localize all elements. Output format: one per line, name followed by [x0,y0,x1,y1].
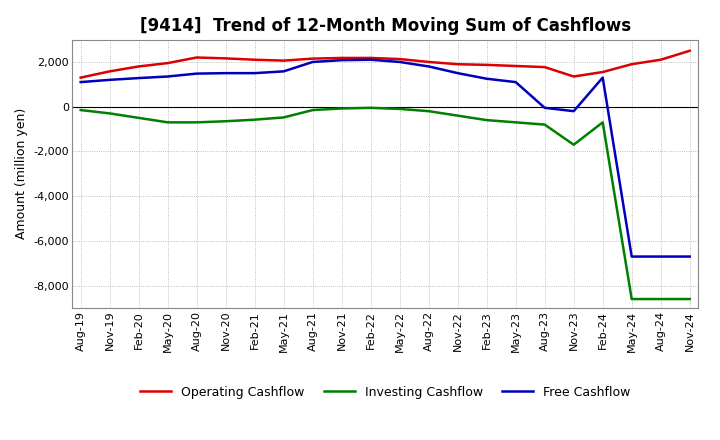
Investing Cashflow [424,109,433,114]
Operating Cashflow [251,57,259,62]
Free Cashflow [192,71,201,76]
Free Cashflow [570,109,578,114]
Operating Cashflow [395,56,404,62]
Free Cashflow [105,77,114,82]
Free Cashflow [454,70,462,76]
Investing Cashflow [105,111,114,116]
Investing Cashflow [570,142,578,147]
Investing Cashflow [163,120,172,125]
Operating Cashflow [541,65,549,70]
Operating Cashflow [685,48,694,53]
Free Cashflow [598,75,607,80]
Legend: Operating Cashflow, Investing Cashflow, Free Cashflow: Operating Cashflow, Investing Cashflow, … [135,381,635,404]
Operating Cashflow [105,69,114,74]
Free Cashflow [308,59,317,65]
Free Cashflow [395,59,404,65]
Operating Cashflow [598,70,607,75]
Operating Cashflow [163,60,172,66]
Free Cashflow [511,80,520,85]
Free Cashflow [685,254,694,259]
Line: Operating Cashflow: Operating Cashflow [81,51,690,77]
Operating Cashflow [366,55,375,61]
Line: Free Cashflow: Free Cashflow [81,60,690,257]
Operating Cashflow [627,62,636,67]
Free Cashflow [163,74,172,79]
Operating Cashflow [570,74,578,79]
Operating Cashflow [454,62,462,67]
Investing Cashflow [135,115,143,121]
Operating Cashflow [192,55,201,60]
Investing Cashflow [454,113,462,118]
Free Cashflow [424,64,433,69]
Free Cashflow [657,254,665,259]
Investing Cashflow [541,122,549,127]
Investing Cashflow [221,119,230,124]
Free Cashflow [76,80,85,85]
Free Cashflow [251,70,259,76]
Investing Cashflow [76,107,85,113]
Investing Cashflow [657,297,665,302]
Operating Cashflow [76,75,85,80]
Investing Cashflow [366,105,375,110]
Investing Cashflow [598,120,607,125]
Operating Cashflow [424,59,433,65]
Investing Cashflow [685,297,694,302]
Operating Cashflow [482,62,491,67]
Operating Cashflow [657,57,665,62]
Operating Cashflow [135,64,143,69]
Investing Cashflow [192,120,201,125]
Investing Cashflow [511,120,520,125]
Free Cashflow [482,76,491,81]
Title: [9414]  Trend of 12-Month Moving Sum of Cashflows: [9414] Trend of 12-Month Moving Sum of C… [140,17,631,35]
Line: Investing Cashflow: Investing Cashflow [81,108,690,299]
Free Cashflow [135,75,143,81]
Investing Cashflow [627,297,636,302]
Investing Cashflow [338,106,346,111]
Free Cashflow [279,69,288,74]
Investing Cashflow [395,106,404,112]
Operating Cashflow [338,55,346,61]
Investing Cashflow [482,117,491,123]
Investing Cashflow [279,115,288,120]
Y-axis label: Amount (million yen): Amount (million yen) [15,108,28,239]
Investing Cashflow [251,117,259,122]
Free Cashflow [338,58,346,63]
Investing Cashflow [308,107,317,113]
Free Cashflow [627,254,636,259]
Free Cashflow [541,105,549,110]
Free Cashflow [366,57,375,62]
Operating Cashflow [279,58,288,63]
Operating Cashflow [308,56,317,61]
Free Cashflow [221,70,230,76]
Operating Cashflow [511,63,520,69]
Operating Cashflow [221,56,230,61]
